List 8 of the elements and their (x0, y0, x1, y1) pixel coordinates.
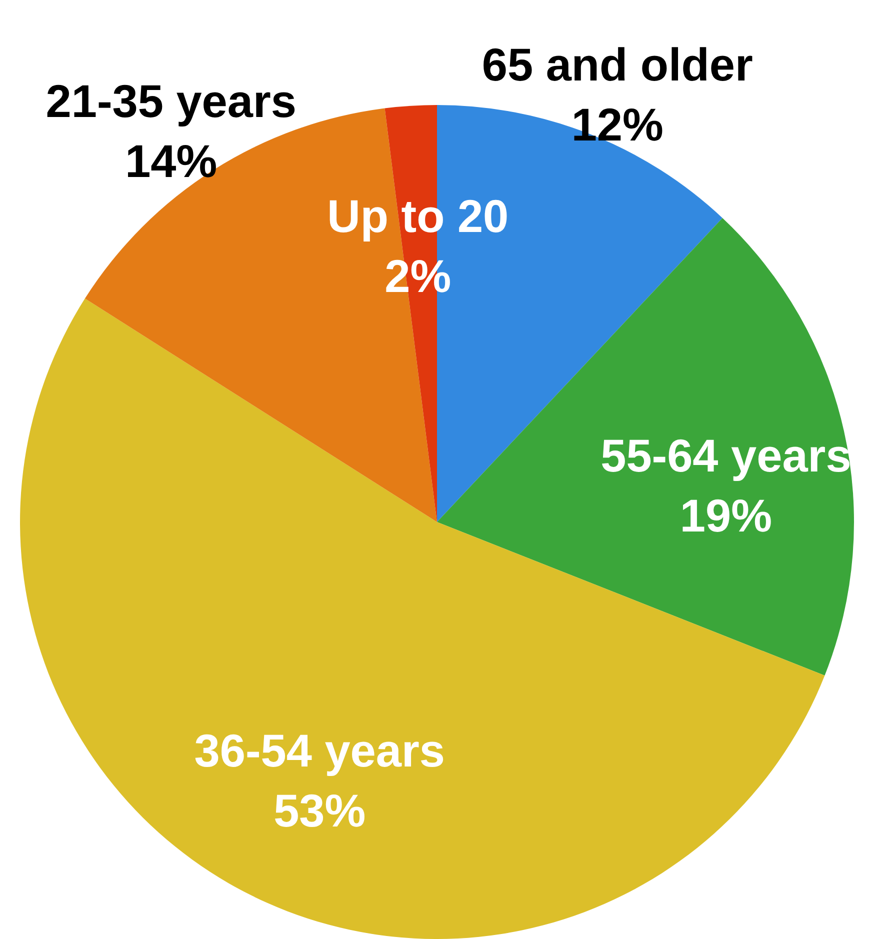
data-label: 14% (125, 135, 218, 188)
data-label: 53% (274, 784, 366, 836)
data-label: 12% (571, 98, 664, 150)
data-label: 19% (680, 489, 772, 542)
slice-label: 36-54 years (194, 724, 445, 776)
slice-label: 21-35 years (46, 75, 296, 128)
slice-label: 65 and older (482, 38, 753, 90)
slice-label: 55-64 years (600, 429, 852, 482)
